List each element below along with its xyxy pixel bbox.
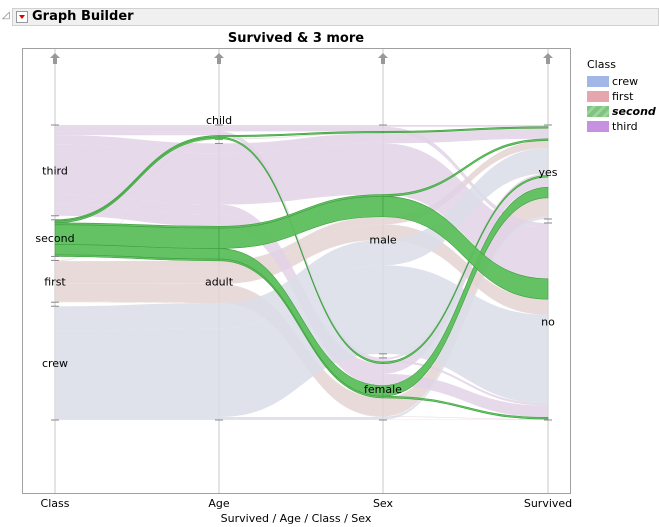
graph-builder-title: Graph Builder (32, 9, 134, 24)
ribbon-crew[interactable] (55, 416, 219, 420)
ribbon-third[interactable] (219, 133, 383, 154)
category-label-yes: yes (538, 166, 557, 179)
ribbon-third[interactable] (55, 125, 219, 127)
ribbon-third[interactable] (55, 194, 219, 215)
x-axis-title: Survived / Age / Class / Sex (221, 512, 372, 525)
category-label-child: child (206, 114, 232, 127)
ribbon-second[interactable] (382, 395, 549, 420)
ribbon-first[interactable] (383, 140, 548, 225)
arrow-up-icon[interactable] (378, 53, 388, 64)
ribbon-third[interactable] (55, 126, 219, 132)
ribbon-third[interactable] (55, 144, 219, 205)
ribbon-third[interactable] (55, 131, 219, 134)
category-label-adult: adult (205, 276, 234, 289)
ribbon-second[interactable] (54, 224, 220, 249)
ribbon-first[interactable] (55, 268, 219, 284)
ribbon-crew[interactable] (383, 148, 548, 266)
ribbon-second[interactable] (382, 196, 549, 300)
ribbon-second[interactable] (382, 126, 549, 134)
legend-item-crew[interactable]: crew (587, 74, 656, 89)
axis-label-survived: Survived (524, 497, 572, 510)
ribbon-crew[interactable] (55, 328, 219, 418)
ribbon-third[interactable] (383, 359, 548, 406)
ribbon-third[interactable] (219, 133, 383, 362)
ribbon-first[interactable] (383, 416, 548, 420)
category-label-female: female (364, 383, 402, 396)
ribbon-crew[interactable] (55, 302, 219, 331)
legend-swatch (587, 91, 609, 102)
ribbon-first[interactable] (383, 128, 548, 134)
ribbon-crew[interactable] (219, 265, 383, 417)
ribbon-third[interactable] (55, 204, 219, 227)
ribbon-first[interactable] (219, 216, 383, 269)
category-label-first: first (44, 275, 66, 288)
legend-item-first[interactable]: first (587, 89, 656, 104)
ribbon-crew[interactable] (219, 416, 383, 420)
ribbon-first[interactable] (219, 132, 383, 140)
collapse-triangle-icon[interactable]: ◿ (2, 10, 10, 21)
legend-item-third[interactable]: third (587, 119, 656, 134)
legend-swatch (587, 106, 609, 117)
legend-label: first (612, 90, 634, 103)
legend-label: second (612, 105, 656, 118)
legend-item-second[interactable]: second (587, 104, 656, 119)
category-label-male: male (369, 233, 397, 246)
red-triangle-menu-icon[interactable] (16, 11, 28, 23)
ribbon-third[interactable] (383, 177, 548, 374)
axis-label-sex: Sex (373, 497, 394, 510)
arrow-up-icon[interactable] (543, 53, 553, 64)
ribbon-third[interactable] (219, 143, 383, 205)
category-label-no: no (541, 316, 555, 329)
ribbon-first[interactable] (55, 283, 219, 303)
legend-label: crew (612, 75, 639, 88)
ribbon-second[interactable] (382, 186, 549, 397)
ribbon-third[interactable] (383, 373, 548, 418)
ribbon-third[interactable] (219, 125, 383, 127)
category-label-third: third (42, 164, 68, 177)
chart-title: Survived & 3 more (227, 31, 365, 46)
ribbon-third[interactable] (219, 131, 383, 360)
axis-label-class: Class (41, 497, 70, 510)
ribbon-second[interactable] (382, 138, 549, 197)
legend-label: third (612, 120, 638, 133)
axis-label-age: Age (208, 497, 230, 510)
legend-swatch (587, 76, 609, 87)
category-label-second: second (35, 232, 74, 245)
ribbon-third[interactable] (383, 126, 548, 228)
ribbon-first[interactable] (55, 260, 219, 269)
category-label-crew: crew (42, 357, 68, 370)
ribbon-crew[interactable] (383, 265, 548, 404)
arrow-up-icon[interactable] (50, 53, 60, 64)
ribbon-third[interactable] (55, 132, 219, 136)
ribbon-second[interactable] (382, 175, 549, 364)
legend: Class crew first second third (587, 58, 656, 134)
ribbon-third[interactable] (383, 173, 548, 360)
ribbon-third[interactable] (219, 126, 383, 132)
ribbon-third[interactable] (383, 125, 548, 127)
legend-title: Class (587, 58, 616, 71)
arrow-up-icon[interactable] (214, 53, 224, 64)
ribbon-crew[interactable] (219, 239, 383, 329)
ribbon-first[interactable] (55, 301, 219, 303)
legend-swatch (587, 121, 609, 132)
ribbon-third[interactable] (55, 135, 219, 154)
